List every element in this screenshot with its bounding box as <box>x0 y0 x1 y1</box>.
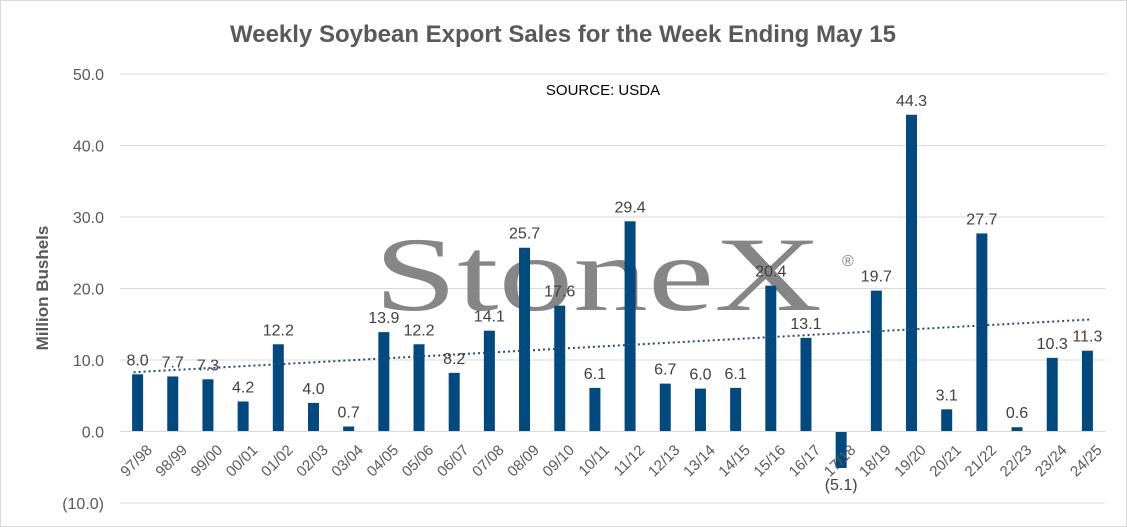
bar <box>589 387 601 432</box>
bar <box>694 388 706 432</box>
y-tick-label: 0.0 <box>82 425 104 442</box>
data-label: 19.7 <box>861 269 892 286</box>
bar <box>554 305 566 432</box>
bar <box>659 383 671 432</box>
bar <box>1011 427 1023 432</box>
y-axis-ticks: (10.0) 0.0 10.0 20.0 30.0 40.0 50.0 <box>62 67 104 513</box>
data-label: (5.1) <box>825 477 858 494</box>
data-label: 0.7 <box>338 404 360 421</box>
data-label: 7.3 <box>197 357 219 374</box>
bar <box>976 233 988 432</box>
data-label: 25.7 <box>509 226 540 243</box>
data-label: 13.1 <box>790 316 821 333</box>
data-label: 8.2 <box>443 351 465 368</box>
y-tick-label: 30.0 <box>73 210 104 227</box>
data-label: 7.7 <box>162 354 184 371</box>
bar <box>870 290 882 432</box>
bar <box>483 330 495 432</box>
data-label: 10.3 <box>1037 336 1068 353</box>
data-label: 12.2 <box>263 322 294 339</box>
bar <box>941 409 953 432</box>
data-label: 3.1 <box>936 387 958 404</box>
bar <box>835 431 847 468</box>
data-label: 11.3 <box>1072 329 1102 346</box>
bar <box>1081 350 1093 432</box>
data-label: 4.0 <box>302 381 324 398</box>
bar <box>765 285 777 432</box>
bar <box>272 344 284 432</box>
bar <box>519 247 531 432</box>
bar <box>730 387 742 432</box>
watermark-registered-mark: ® <box>842 253 854 270</box>
bar <box>167 376 179 432</box>
data-label: 13.9 <box>368 310 399 327</box>
data-label: 12.2 <box>403 322 434 339</box>
bar <box>378 332 390 432</box>
data-label: 4.2 <box>232 379 254 396</box>
y-axis-label: Million Bushels <box>33 226 52 351</box>
bar <box>307 402 319 432</box>
data-label: 29.4 <box>615 199 646 216</box>
bar <box>448 372 460 432</box>
bars <box>132 114 1093 468</box>
chart-title: Weekly Soybean Export Sales for the Week… <box>230 21 896 48</box>
bar <box>624 221 636 432</box>
data-label: 6.1 <box>725 366 747 383</box>
bar <box>132 374 144 432</box>
data-labels: 8.0 7.7 7.34.212.24.00.713.912.28.214.125.… <box>126 93 1102 494</box>
data-label: 27.7 <box>966 211 997 228</box>
data-label: 0.6 <box>1006 405 1028 422</box>
source-annotation: SOURCE: USDA <box>546 82 660 99</box>
data-label: 14.1 <box>474 309 505 326</box>
gridlines <box>120 73 1105 504</box>
y-tick-label: 10.0 <box>73 353 104 370</box>
data-label: 20.4 <box>755 264 786 281</box>
bar <box>413 344 425 432</box>
data-label: 17.6 <box>544 284 575 301</box>
bar <box>906 114 918 432</box>
y-tick-label: 50.0 <box>73 67 104 84</box>
y-tick-label: (10.0) <box>62 496 104 513</box>
watermark-logo: StoneX ® <box>374 216 854 333</box>
y-tick-label: 20.0 <box>73 282 104 299</box>
bar <box>237 401 249 432</box>
data-label: 6.7 <box>654 362 676 379</box>
bar <box>202 379 214 432</box>
bar <box>800 337 812 432</box>
bar <box>1046 357 1058 432</box>
data-label: 6.0 <box>689 367 711 384</box>
data-label: 8.0 <box>126 352 148 369</box>
bar <box>343 426 355 432</box>
y-tick-label: 40.0 <box>73 139 104 156</box>
data-label: 44.3 <box>896 93 927 110</box>
watermark-text: StoneX <box>374 216 822 333</box>
data-label: 6.1 <box>584 366 606 383</box>
